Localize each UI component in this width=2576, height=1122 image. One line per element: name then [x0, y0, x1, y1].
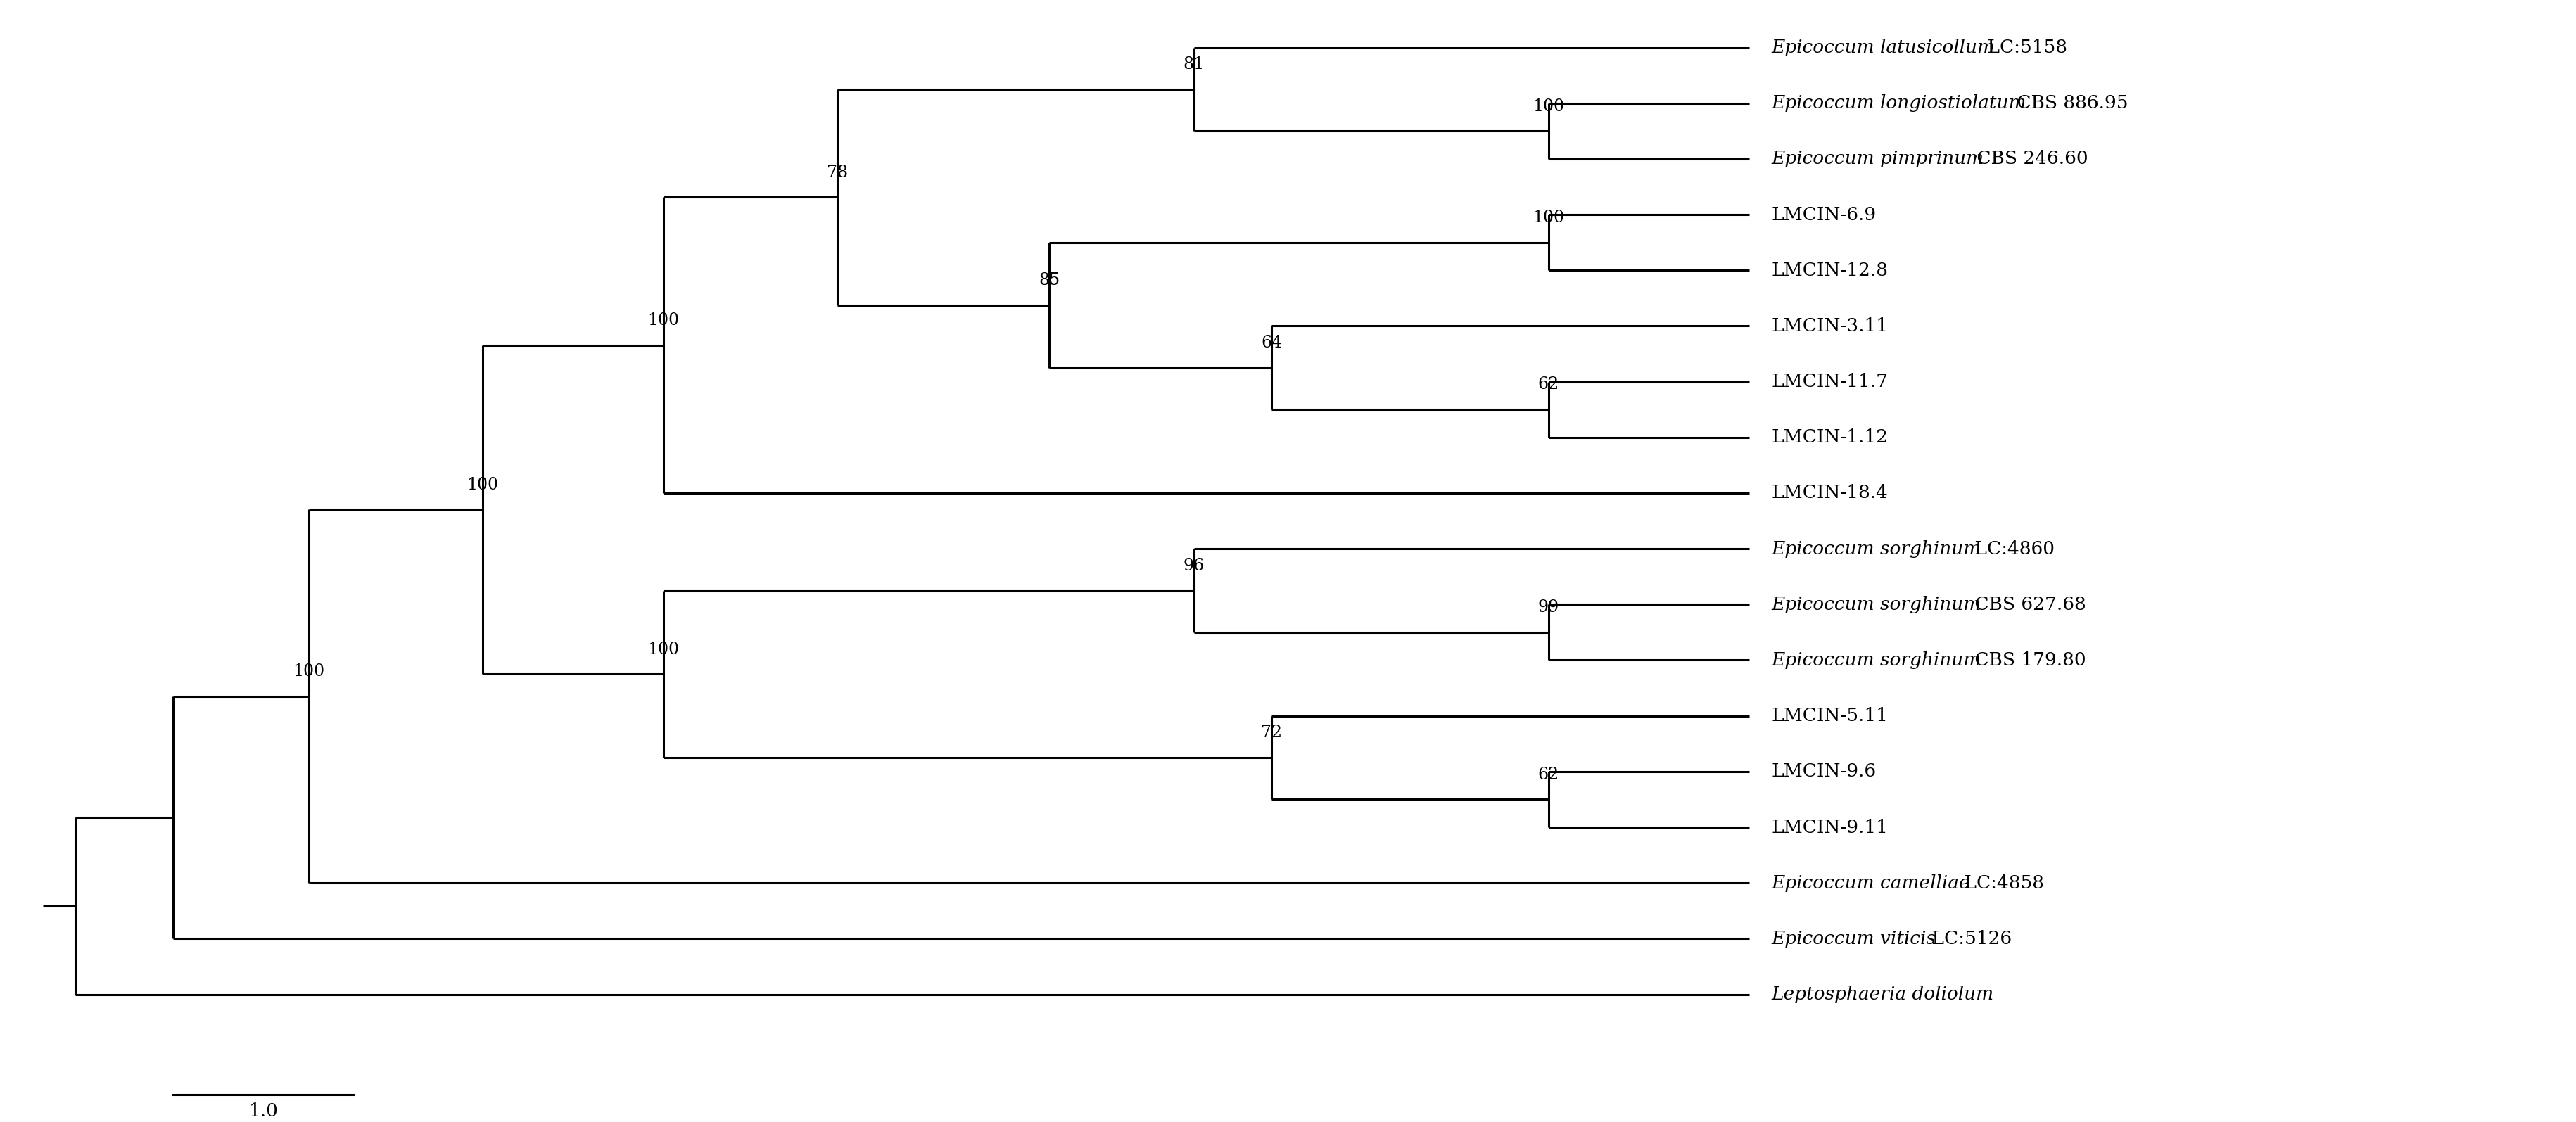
- Text: 1.0: 1.0: [250, 1102, 278, 1120]
- Text: 64: 64: [1262, 334, 1283, 351]
- Text: LMCIN-12.8: LMCIN-12.8: [1772, 261, 1888, 279]
- Text: 100: 100: [294, 663, 325, 680]
- Text: CBS 886.95: CBS 886.95: [2012, 94, 2128, 112]
- Text: 78: 78: [827, 164, 848, 181]
- Text: LC:5126: LC:5126: [1927, 930, 2012, 947]
- Text: Leptosphaeria doliolum: Leptosphaeria doliolum: [1772, 985, 1994, 1003]
- Text: LC:4858: LC:4858: [1958, 874, 2045, 892]
- Text: LMCIN-1.12: LMCIN-1.12: [1772, 429, 1888, 447]
- Text: LC:5158: LC:5158: [1981, 38, 2069, 56]
- Text: 100: 100: [1533, 210, 1564, 226]
- Text: Epicoccum pimprinum: Epicoccum pimprinum: [1772, 150, 1984, 167]
- Text: LMCIN-18.4: LMCIN-18.4: [1772, 485, 1888, 502]
- Text: 100: 100: [647, 641, 680, 657]
- Text: 62: 62: [1538, 766, 1558, 783]
- Text: Epicoccum camelliae: Epicoccum camelliae: [1772, 874, 1971, 892]
- Text: Epicoccum viticis: Epicoccum viticis: [1772, 930, 1935, 947]
- Text: CBS 627.68: CBS 627.68: [1968, 596, 2087, 614]
- Text: Epicoccum longiostiolatum: Epicoccum longiostiolatum: [1772, 94, 2027, 112]
- Text: LMCIN-11.7: LMCIN-11.7: [1772, 373, 1888, 390]
- Text: CBS 179.80: CBS 179.80: [1968, 652, 2087, 669]
- Text: 85: 85: [1038, 273, 1059, 288]
- Text: 100: 100: [466, 477, 497, 493]
- Text: LMCIN-9.11: LMCIN-9.11: [1772, 818, 1888, 836]
- Text: LC:4860: LC:4860: [1968, 540, 2056, 558]
- Text: 100: 100: [647, 312, 680, 329]
- Text: Epicoccum sorghinum: Epicoccum sorghinum: [1772, 596, 1981, 614]
- Text: Epicoccum sorghinum: Epicoccum sorghinum: [1772, 540, 1981, 558]
- Text: 100: 100: [1533, 98, 1564, 114]
- Text: 62: 62: [1538, 377, 1558, 393]
- Text: 81: 81: [1182, 56, 1206, 73]
- Text: Epicoccum latusicollum: Epicoccum latusicollum: [1772, 38, 1994, 56]
- Text: Epicoccum sorghinum: Epicoccum sorghinum: [1772, 652, 1981, 669]
- Text: LMCIN-3.11: LMCIN-3.11: [1772, 318, 1888, 334]
- Text: LMCIN-5.11: LMCIN-5.11: [1772, 707, 1888, 725]
- Text: LMCIN-9.6: LMCIN-9.6: [1772, 763, 1875, 781]
- Text: CBS 246.60: CBS 246.60: [1971, 150, 2089, 167]
- Text: LMCIN-6.9: LMCIN-6.9: [1772, 205, 1875, 223]
- Text: 72: 72: [1262, 725, 1283, 741]
- Text: 96: 96: [1182, 558, 1206, 573]
- Text: 99: 99: [1538, 599, 1558, 616]
